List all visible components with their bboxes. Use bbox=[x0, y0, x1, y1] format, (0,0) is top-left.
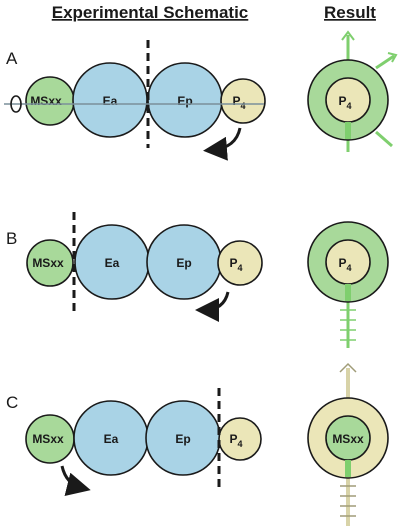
result-a: P4 bbox=[307, 30, 398, 152]
p4-cell-b bbox=[217, 240, 263, 286]
result-inner-label-c: MSxx bbox=[332, 432, 364, 446]
row-c: C MSxx Ea Ep P4 MSxx bbox=[6, 362, 389, 526]
p4-label-c: P4 bbox=[229, 432, 242, 449]
result-stripe-a bbox=[345, 122, 351, 139]
ep-label-a: Ep bbox=[177, 94, 192, 108]
ea-label-b: Ea bbox=[105, 256, 120, 270]
row-c-letter: C bbox=[6, 393, 18, 412]
result-stripe-c bbox=[345, 460, 351, 477]
ms-label-c: MSxx bbox=[32, 432, 64, 446]
result-c: MSxx bbox=[307, 362, 389, 526]
row-a: A MSxx Ea Ep P4 P4 bbox=[4, 30, 398, 161]
result-stripe-b bbox=[345, 284, 351, 301]
p4-label-b: P4 bbox=[229, 256, 242, 273]
spindle-arrow-downright bbox=[375, 130, 393, 148]
result-inner-label-a: P4 bbox=[338, 94, 351, 111]
ms-label-b: MSxx bbox=[32, 256, 64, 270]
rotation-arrow-c bbox=[60, 465, 91, 496]
result-inner-a bbox=[325, 77, 371, 123]
spindle-arrow-upright bbox=[375, 54, 395, 70]
ms-cell-b bbox=[26, 239, 74, 287]
result-inner-b bbox=[325, 239, 371, 285]
row-a-letter: A bbox=[6, 49, 18, 68]
schematic-header: Experimental Schematic bbox=[52, 3, 249, 22]
ep-label-b: Ep bbox=[176, 256, 191, 270]
rotation-arrow-a bbox=[203, 127, 242, 161]
ep-label-c: Ep bbox=[175, 432, 190, 446]
rotation-arrow-b bbox=[195, 291, 230, 322]
ea-label-a: Ea bbox=[103, 94, 118, 108]
row-b: B MSxx Ea Ep P4 P4 bbox=[6, 212, 389, 348]
result-inner-label-b: P4 bbox=[338, 256, 351, 273]
ms-label-a: MSxx bbox=[30, 94, 62, 108]
row-b-letter: B bbox=[6, 229, 17, 248]
rotation-icon bbox=[10, 95, 22, 113]
p4-label-a: P4 bbox=[232, 94, 245, 111]
result-b: P4 bbox=[307, 221, 389, 348]
result-header: Result bbox=[324, 3, 376, 22]
ea-label-c: Ea bbox=[104, 432, 119, 446]
p4-cell-c bbox=[218, 417, 262, 461]
p4-cell-a bbox=[220, 78, 266, 124]
